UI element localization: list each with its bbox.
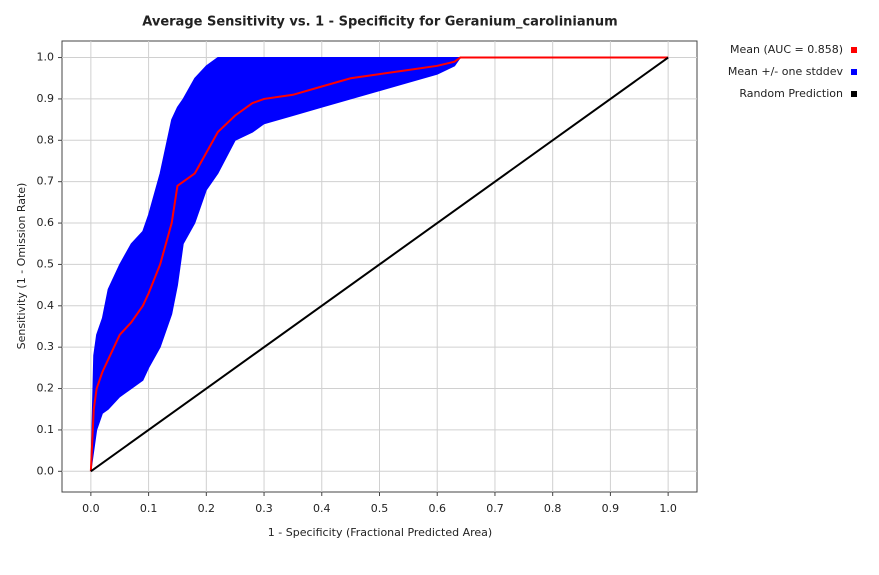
x-tick-label: 0.3 [255, 502, 273, 515]
x-tick-label: 0.6 [428, 502, 446, 515]
legend-label: Random Prediction [739, 87, 843, 100]
x-axis-label: 1 - Specificity (Fractional Predicted Ar… [268, 526, 492, 539]
y-tick-label: 0.5 [37, 257, 55, 270]
x-tick-label: 0.8 [544, 502, 562, 515]
legend-swatch [851, 91, 857, 97]
x-tick-label: 1.0 [659, 502, 677, 515]
x-tick-label: 0.0 [82, 502, 100, 515]
y-axis-label: Sensitivity (1 - Omission Rate) [15, 183, 28, 350]
x-tick-label: 0.9 [602, 502, 620, 515]
x-tick-label: 0.2 [198, 502, 216, 515]
line [89, 56, 669, 472]
y-tick-label: 0.0 [37, 464, 55, 477]
y-tick-label: 0.1 [37, 423, 55, 436]
x-tick-label: 0.7 [486, 502, 504, 515]
x-tick-label: 0.4 [313, 502, 331, 515]
line [90, 56, 669, 473]
y-tick-label: 0.3 [37, 340, 55, 353]
y-tick-label: 0.9 [37, 92, 55, 105]
stddev-band [90, 57, 669, 472]
legend-swatch [851, 69, 857, 75]
y-tick-label: 0.2 [37, 382, 55, 395]
x-tick-label: 0.1 [140, 502, 158, 515]
y-tick-label: 0.4 [37, 299, 55, 312]
legend-label: Mean +/- one stddev [728, 65, 844, 78]
y-tick-label: 0.6 [37, 216, 55, 229]
chart-title: Average Sensitivity vs. 1 - Specificity … [142, 15, 617, 30]
y-tick-label: 0.7 [37, 175, 55, 188]
legend-label: Mean (AUC = 0.858) [730, 43, 843, 56]
x-tick-label: 0.5 [371, 502, 389, 515]
y-tick-label: 0.8 [37, 133, 55, 146]
legend-swatch [851, 47, 857, 53]
y-tick-label: 1.0 [37, 51, 55, 64]
